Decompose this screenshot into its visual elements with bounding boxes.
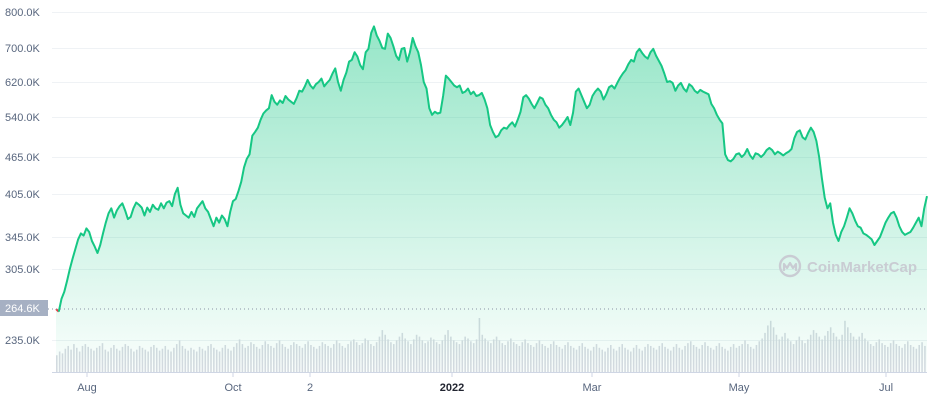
x-axis-tick-labels: Aug Oct 2 2022 Mar May Jul <box>77 372 893 394</box>
y-tick-label: 540.0K <box>5 112 41 124</box>
watermark-text: CoinMarketCap <box>807 259 917 276</box>
x-tick-label: Oct <box>224 382 241 394</box>
current-value-label: 264.6K <box>5 303 41 315</box>
y-axis-tick-labels: 800.0K 700.0K 620.0K 540.0K 465.0K 405.0K 345.… <box>5 7 41 347</box>
y-tick-label: 305.0K <box>5 264 41 276</box>
y-tick-label: 235.0K <box>5 335 41 347</box>
x-tick-label: Jul <box>879 382 893 394</box>
x-tick-label: Aug <box>77 382 97 394</box>
price-area <box>55 25 928 373</box>
current-value-badge-bg <box>0 300 48 316</box>
y-tick-label: 345.0K <box>5 232 41 244</box>
current-value-badge: 264.6K <box>0 300 48 316</box>
y-tick-label: 800.0K <box>5 7 41 19</box>
x-tick-label: 2 <box>307 382 313 394</box>
x-tick-label: Mar <box>583 382 602 394</box>
coinmarketcap-logo-icon <box>778 254 802 278</box>
y-tick-label: 465.0K <box>5 152 41 164</box>
x-tick-label: May <box>729 382 750 394</box>
watermark: CoinMarketCap <box>778 254 917 278</box>
y-tick-label: 405.0K <box>5 189 41 201</box>
price-line <box>57 25 928 312</box>
y-tick-label: 700.0K <box>5 43 41 55</box>
y-tick-label: 620.0K <box>5 77 41 89</box>
price-area-fill <box>56 26 927 373</box>
x-tick-label: 2022 <box>440 382 464 394</box>
